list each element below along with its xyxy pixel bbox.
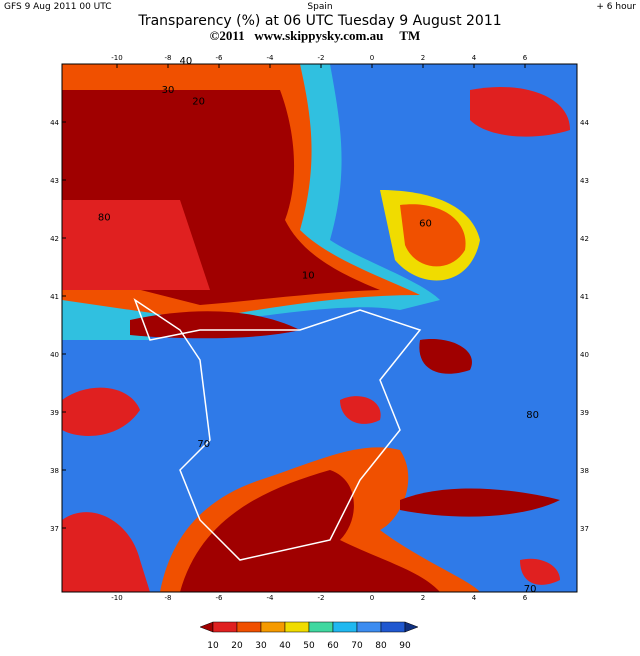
contour-label: 80 <box>526 410 539 421</box>
lon-label: 2 <box>421 594 425 602</box>
contour-label: 60 <box>419 218 432 229</box>
lon-label: -4 <box>267 594 275 602</box>
lon-label: -8 <box>165 54 172 62</box>
colorbar-segment <box>260 621 286 633</box>
colorbar: 10 20 30 40 50 60 70 80 90 <box>199 621 419 651</box>
credit: ©2011 www.skippysky.com.au TM <box>210 28 421 43</box>
contour-label: 20 <box>192 97 205 108</box>
colorbar-segment <box>308 621 334 633</box>
region: Spain <box>307 2 332 12</box>
lat-label: 41 <box>50 293 59 301</box>
lat-label: 44 <box>580 119 589 127</box>
lon-label: -2 <box>318 594 325 602</box>
colorbar-segment <box>332 621 358 633</box>
colorbar-segment <box>380 621 406 633</box>
map-field <box>61 63 578 593</box>
lat-label: 39 <box>50 409 59 417</box>
lon-label: 6 <box>523 54 528 62</box>
colorbar-label: 10 <box>207 641 219 651</box>
lon-label: 4 <box>472 54 477 62</box>
lat-label: 38 <box>580 467 589 475</box>
lon-label: 4 <box>472 594 477 602</box>
colorbar-label: 20 <box>231 641 243 651</box>
colorbar-segment <box>284 621 310 633</box>
contour-label: 30 <box>162 85 175 96</box>
lat-label: 40 <box>50 351 59 359</box>
contour-label: 40 <box>179 56 192 67</box>
lat-label: 41 <box>580 293 589 301</box>
lon-label: -4 <box>267 54 275 62</box>
model-run: GFS 9 Aug 2011 00 UTC <box>4 2 112 12</box>
colorbar-label: 60 <box>327 641 339 651</box>
lon-label: -10 <box>111 54 122 62</box>
lon-label: -2 <box>318 54 325 62</box>
contour-label: 70 <box>524 584 537 595</box>
colorbar-segment <box>236 621 262 633</box>
colorbar-label: 70 <box>351 641 363 651</box>
colorbar-label: 50 <box>303 641 315 651</box>
lat-label: 39 <box>580 409 589 417</box>
colorbar-segment <box>356 621 382 633</box>
lat-label: 42 <box>50 235 59 243</box>
lat-label: 42 <box>580 235 589 243</box>
colorbar-segment <box>212 621 238 633</box>
lat-label: 40 <box>580 351 589 359</box>
map-title: Transparency (%) at 06 UTC Tuesday 9 Aug… <box>137 13 501 29</box>
colorbar-label: 80 <box>375 641 387 651</box>
lon-label: 6 <box>523 594 528 602</box>
lat-label: 37 <box>580 525 589 533</box>
colorbar-label: 40 <box>279 641 291 651</box>
lon-label: 0 <box>370 54 374 62</box>
lat-label: 38 <box>50 467 59 475</box>
lead-time: + 6 hour <box>596 2 636 12</box>
lon-label: -6 <box>216 54 224 62</box>
lat-label: 44 <box>50 119 59 127</box>
colorbar-end <box>199 621 214 633</box>
lon-label: -10 <box>111 594 122 602</box>
contour-label: 80 <box>98 213 111 224</box>
lat-label: 43 <box>580 177 589 185</box>
lon-label: -6 <box>216 594 224 602</box>
lon-label: 0 <box>370 594 374 602</box>
colorbar-label: 30 <box>255 641 267 651</box>
lat-label: 37 <box>50 525 59 533</box>
lon-label: 2 <box>421 54 425 62</box>
lat-label: 43 <box>50 177 59 185</box>
contour-label: 70 <box>197 439 210 450</box>
contour-label: 10 <box>302 271 315 282</box>
colorbar-end <box>404 621 419 633</box>
lon-label: -8 <box>165 594 172 602</box>
colorbar-label: 90 <box>399 641 411 651</box>
